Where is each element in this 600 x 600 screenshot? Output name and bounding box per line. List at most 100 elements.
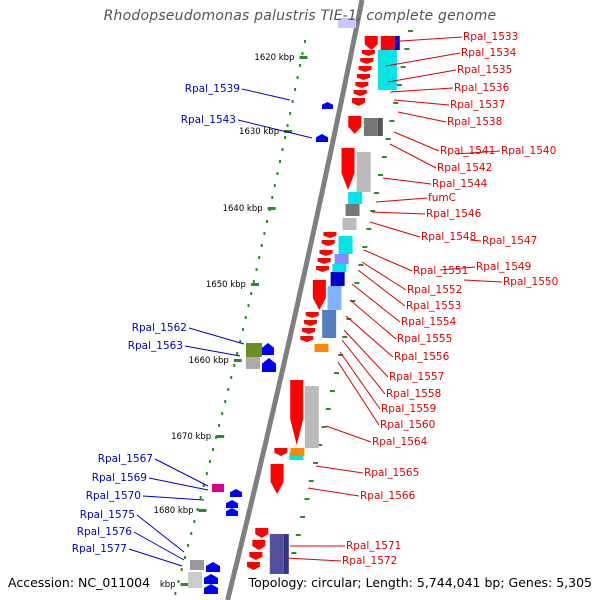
- ruler-dot: [263, 232, 266, 235]
- gene-label-forward[interactable]: fumC: [428, 192, 456, 204]
- gene-label-reverse[interactable]: Rpal_1562: [132, 322, 187, 334]
- ruler-dot: [325, 408, 331, 410]
- gene-label-forward[interactable]: Rpal_1544: [432, 178, 488, 190]
- gene-label-forward[interactable]: Rpal_1551: [413, 265, 468, 277]
- gene-label-forward[interactable]: Rpal_1537: [450, 99, 505, 111]
- gene-label-reverse[interactable]: Rpal_1569: [92, 472, 147, 484]
- forward-gene-segment: [314, 344, 329, 352]
- gene-label-forward[interactable]: Rpal_1538: [447, 116, 502, 128]
- ruler-dot: [244, 316, 247, 319]
- gene-label-forward[interactable]: Rpal_1572: [342, 555, 397, 567]
- tick-mark: [180, 583, 189, 586]
- ruler-dot: [196, 508, 199, 511]
- gene-label-forward[interactable]: Rpal_1557: [389, 371, 444, 383]
- forward-gene-segment: [327, 286, 342, 310]
- forward-gene-segment: [377, 50, 392, 90]
- gene-label-reverse[interactable]: Rpal_1563: [128, 340, 183, 352]
- tick-mark: [267, 207, 276, 210]
- ruler-dot: [236, 352, 239, 355]
- gene-label-reverse[interactable]: Rpal_1539: [185, 83, 240, 95]
- leader-line: [361, 261, 407, 291]
- ruler-dot: [329, 390, 335, 392]
- gene-label-forward[interactable]: Rpal_1546: [426, 208, 482, 220]
- tick-mark: [299, 56, 308, 59]
- forward-gene-segment: [290, 448, 305, 456]
- reverse-gene-arrow: [206, 562, 220, 572]
- gene-label-forward[interactable]: Rpal_1555: [397, 333, 452, 345]
- gene-label-reverse[interactable]: Rpal_1570: [86, 490, 141, 502]
- ruler-dot: [317, 444, 323, 446]
- gene-label-forward[interactable]: Rpal_1558: [386, 388, 441, 400]
- reverse-gene-arrow: [204, 584, 218, 594]
- gene-label-reverse[interactable]: Rpal_1543: [181, 114, 236, 126]
- leader-line: [357, 269, 406, 307]
- leader-line: [184, 345, 241, 357]
- reverse-gene-arrow: [230, 489, 242, 497]
- ruler-dot: [202, 484, 205, 487]
- gene-label-forward[interactable]: Rpal_1541: [440, 145, 495, 157]
- gene-label-forward[interactable]: Rpal_1550: [503, 276, 558, 288]
- reverse-gene-arrow: [204, 574, 218, 584]
- gene-label-forward[interactable]: Rpal_1560: [380, 419, 435, 431]
- ruler-dot: [177, 580, 180, 583]
- gene-label-reverse[interactable]: Rpal_1567: [98, 453, 153, 465]
- ruler-dot: [300, 516, 306, 518]
- genome-backbone: [225, 0, 365, 600]
- forward-gene-segment: [334, 254, 349, 264]
- gene-label-forward[interactable]: Rpal_1549: [476, 261, 531, 273]
- gene-label-forward[interactable]: Rpal_1564: [372, 436, 428, 448]
- gene-label-forward[interactable]: Rpal_1535: [457, 64, 512, 76]
- leader-line: [469, 239, 482, 242]
- ruler-dot: [291, 552, 297, 554]
- ruler-dot: [400, 66, 406, 68]
- reverse-gene-segment: [190, 560, 204, 570]
- gene-label-forward[interactable]: Rpal_1553: [406, 300, 461, 312]
- forward-gene-arrow: [300, 336, 314, 342]
- gene-label-forward[interactable]: Rpal_1540: [501, 145, 556, 157]
- forward-gene-arrow: [305, 312, 319, 318]
- map-title: Rhodopseudomonas palustris TIE-1, comple…: [103, 8, 497, 24]
- tick-mark: [216, 435, 225, 438]
- gene-label-reverse[interactable]: Rpal_1575: [80, 509, 135, 521]
- gene-label-forward[interactable]: Rpal_1554: [401, 316, 457, 328]
- leader-line: [237, 119, 313, 139]
- ruler-dot: [278, 160, 281, 163]
- leader-line: [142, 495, 205, 501]
- forward-gene-segment: [342, 218, 357, 230]
- tick-label: kbp: [160, 580, 176, 590]
- gene-label-reverse[interactable]: Rpal_1576: [77, 526, 133, 538]
- ruler-dot: [266, 220, 269, 223]
- gene-label-forward[interactable]: Rpal_1566: [360, 490, 416, 502]
- forward-gene-segment: [363, 118, 378, 136]
- gene-label-forward[interactable]: Rpal_1536: [454, 82, 510, 94]
- tick-label: 1630 kbp: [239, 127, 279, 137]
- forward-gene-arrow: [360, 58, 374, 64]
- gene-label-forward[interactable]: Rpal_1542: [437, 162, 492, 174]
- ruler-dot: [358, 264, 364, 266]
- forward-gene-segment: [345, 204, 360, 216]
- gene-label-forward[interactable]: Rpal_1534: [461, 47, 517, 59]
- gene-label-forward[interactable]: Rpal_1547: [482, 235, 537, 247]
- gene-label-forward[interactable]: Rpal_1565: [364, 467, 419, 479]
- leader-line: [393, 99, 450, 106]
- leader-line: [397, 111, 447, 123]
- ruler-dot: [396, 84, 402, 86]
- tick-label: 1670 kbp: [171, 432, 211, 442]
- leader-line: [351, 283, 401, 323]
- forward-gene-segment: [380, 36, 395, 50]
- forward-gene-segment: [348, 192, 363, 204]
- gene-label-forward[interactable]: Rpal_1533: [463, 31, 518, 43]
- forward-gene-arrow: [356, 74, 370, 80]
- gene-label-forward[interactable]: Rpal_1571: [346, 540, 401, 552]
- gene-label-reverse[interactable]: Rpal_1577: [72, 543, 127, 555]
- forward-gene-arrow: [255, 528, 269, 538]
- gene-label-forward[interactable]: Rpal_1556: [394, 351, 450, 363]
- leader-line: [188, 327, 245, 345]
- reverse-gene-segment: [188, 572, 202, 588]
- ruler-dot: [174, 592, 177, 595]
- gene-label-forward[interactable]: Rpal_1559: [381, 403, 436, 415]
- ruler-dot: [208, 460, 211, 463]
- gene-label-forward[interactable]: Rpal_1548: [421, 231, 476, 243]
- gene-label-forward[interactable]: Rpal_1552: [407, 284, 462, 296]
- forward-gene-arrow: [290, 380, 304, 445]
